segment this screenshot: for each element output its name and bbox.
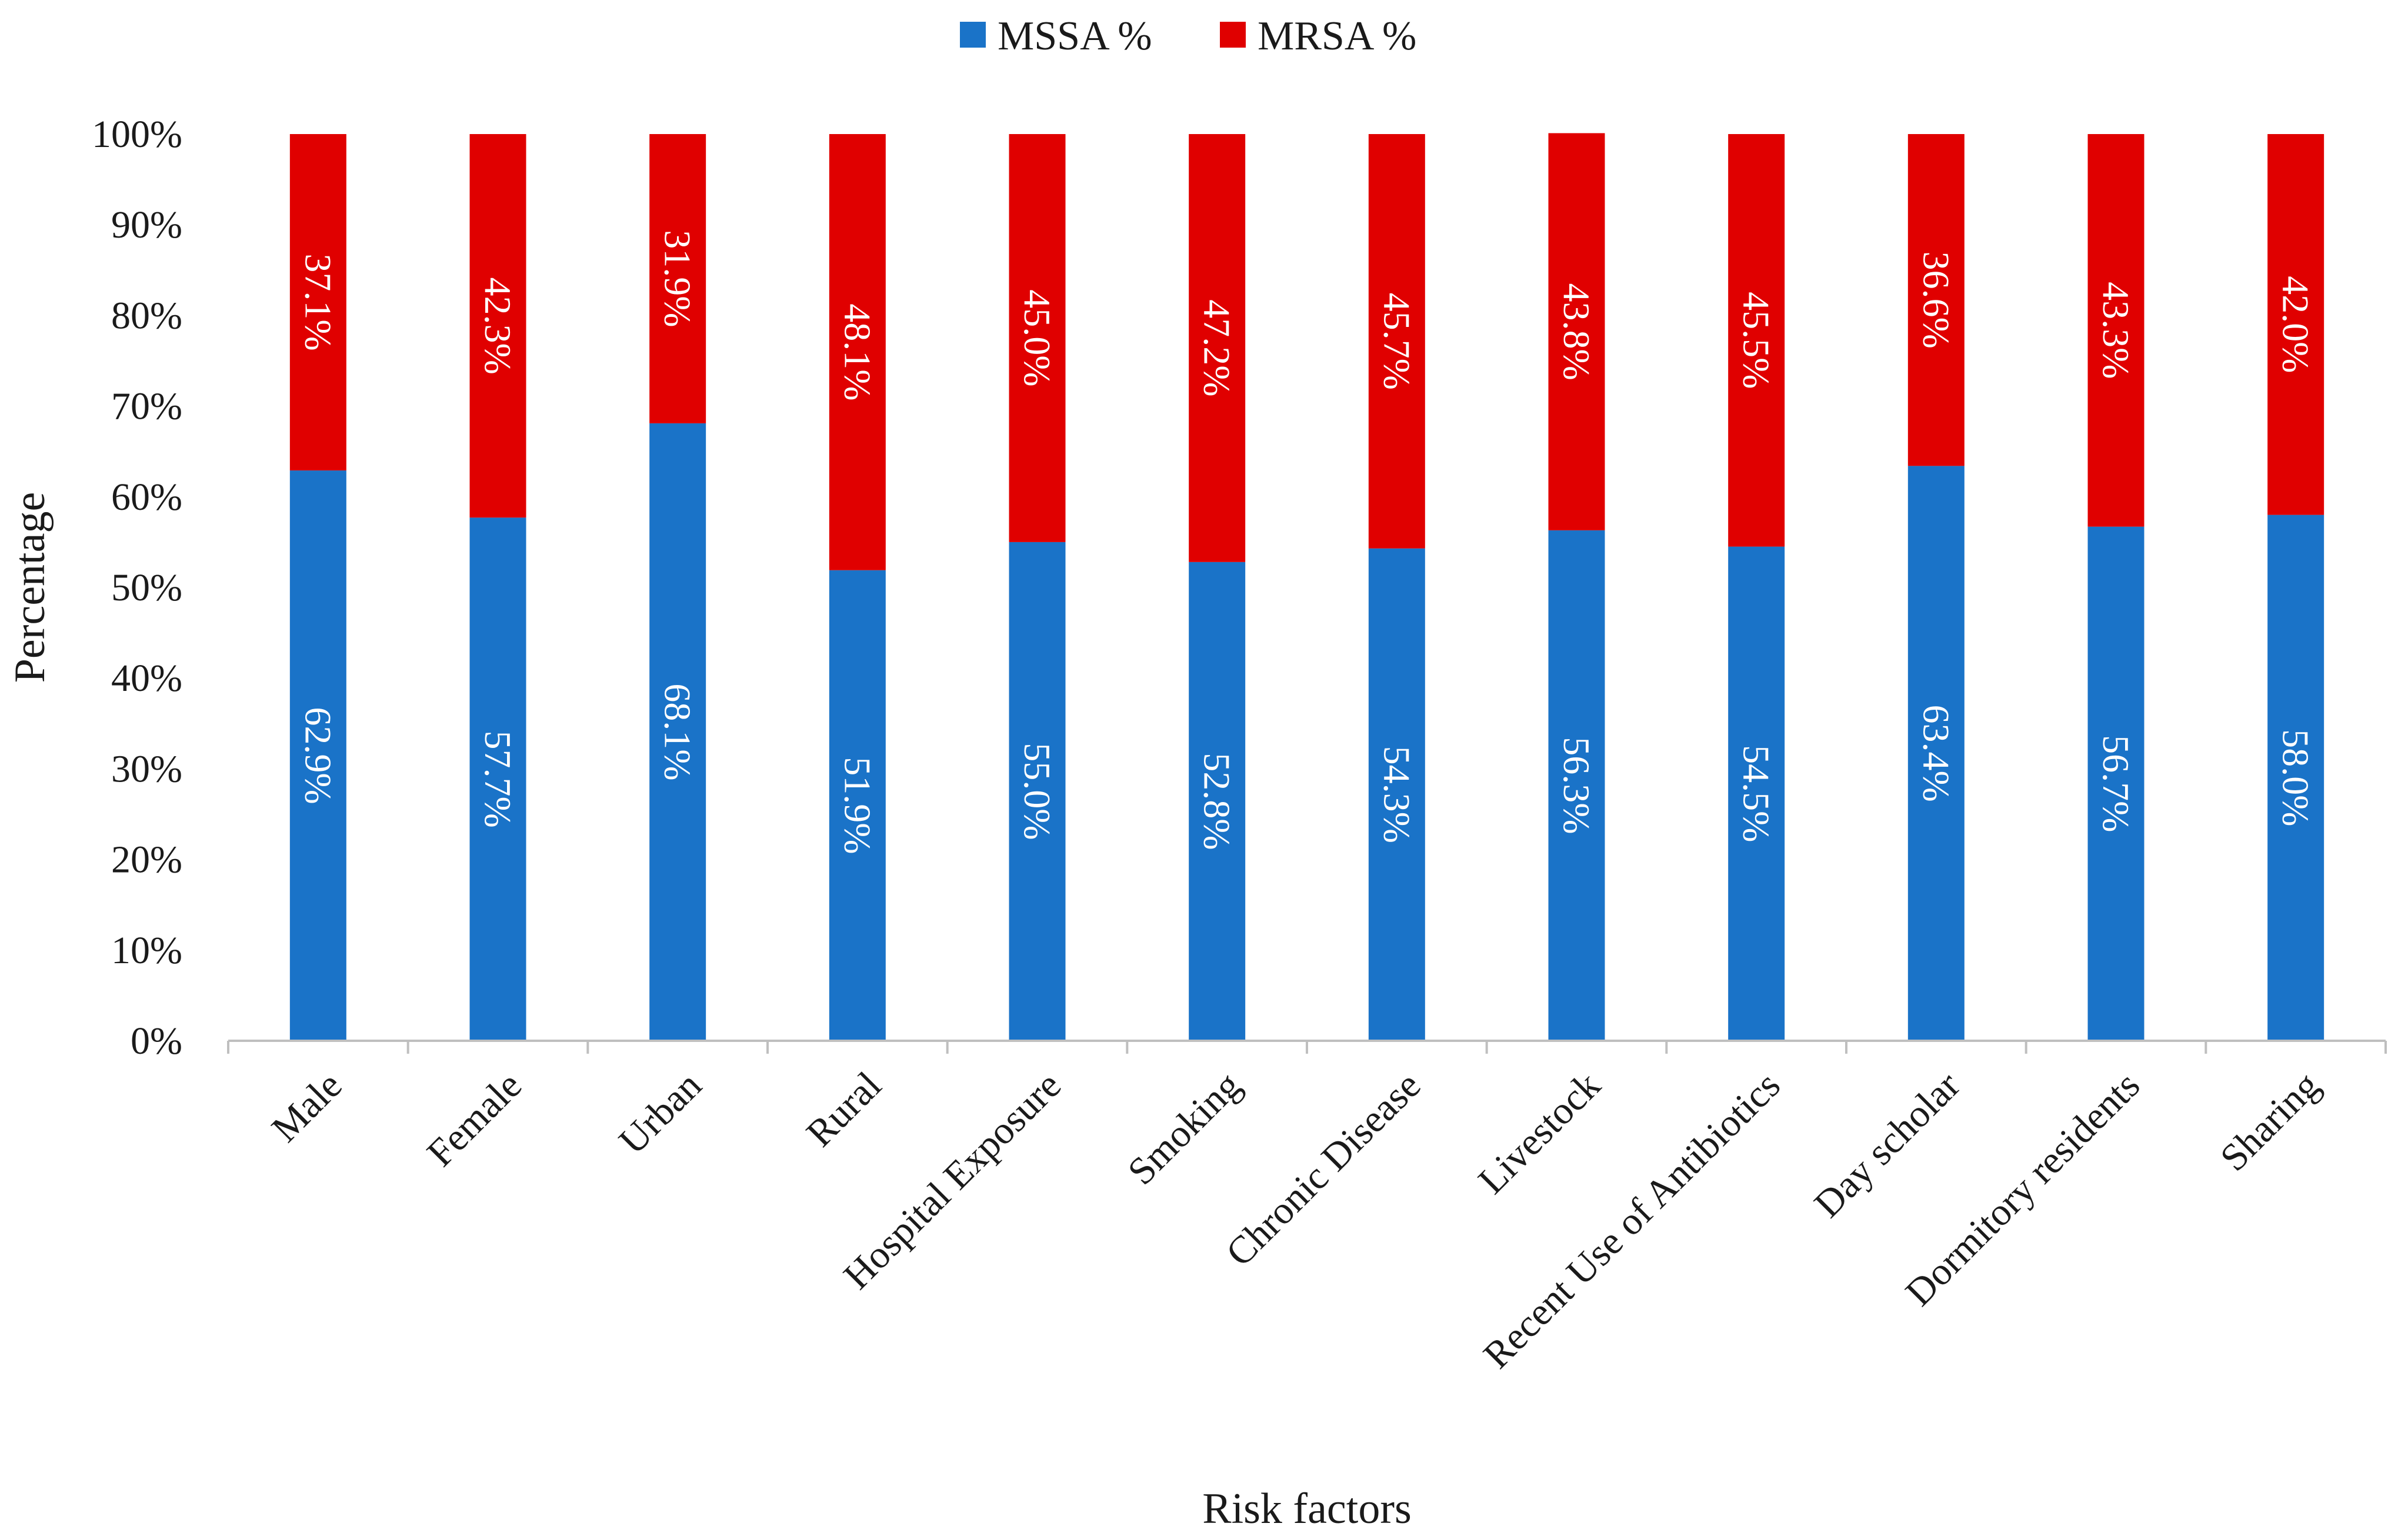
- x-category-label: Chronic Disease: [1218, 1064, 1429, 1275]
- data-label-mrsa: 42.0%: [2275, 276, 2317, 373]
- y-tick-label: 80%: [111, 294, 182, 337]
- y-tick-label: 90%: [111, 203, 182, 246]
- legend-swatch-mrsa: [1220, 22, 1246, 48]
- data-label-mssa: 52.8%: [1196, 753, 1238, 850]
- bar-segment-mssa: [1368, 548, 1425, 1041]
- x-category-label: Recent Use of Antibiotics: [1475, 1064, 1788, 1377]
- y-tick-label: 70%: [111, 385, 182, 428]
- bar-segment-mrsa: [1189, 134, 1246, 562]
- bar-segment-mssa: [649, 423, 706, 1041]
- x-category-label: Smoking: [1120, 1064, 1249, 1193]
- data-label-mrsa: 36.6%: [1915, 252, 1957, 349]
- y-axis-ticks: 0% 10% 20% 30% 40% 50% 60% 70% 80% 90% 100%: [92, 113, 182, 1063]
- bar-segment-mrsa: [829, 134, 886, 570]
- bar-segment-mssa: [1548, 530, 1605, 1041]
- y-tick-label: 40%: [111, 657, 182, 700]
- bar-segment-mrsa: [289, 134, 346, 471]
- legend-swatch-mssa: [960, 22, 986, 48]
- bar-segment-mssa: [2087, 526, 2144, 1041]
- y-tick-label: 0%: [131, 1020, 182, 1063]
- bar-segment-mrsa: [2267, 134, 2324, 515]
- bar-segment-mssa: [1728, 546, 1785, 1041]
- y-axis-title: Percentage: [6, 492, 54, 683]
- data-label-mssa: 63.4%: [1915, 705, 1957, 802]
- bar-segment-mssa: [469, 517, 526, 1041]
- x-category-label: Male: [264, 1064, 351, 1151]
- y-tick-label: 10%: [111, 929, 182, 972]
- data-label-mrsa: 48.1%: [836, 303, 878, 400]
- bar-segment-mrsa: [1548, 133, 1605, 530]
- x-category-label: Female: [419, 1064, 530, 1175]
- x-axis-title: Risk factors: [1202, 1485, 1412, 1533]
- legend-label-mssa: MSSA %: [998, 14, 1152, 59]
- bar-segment-mrsa: [1009, 134, 1066, 542]
- bars: 62.9% 37.1% 57.7% 42.3% 68.1% 31.9% 51.9% 48.1%…: [289, 133, 2324, 1041]
- bar-segment-mrsa: [1907, 134, 1965, 466]
- legend-label-mrsa: MRSA %: [1258, 14, 1416, 59]
- y-tick-label: 50%: [111, 566, 182, 609]
- data-label-mssa: 54.5%: [1736, 745, 1777, 842]
- bar-segment-mssa: [829, 570, 886, 1041]
- bar-segment-mrsa: [469, 134, 526, 518]
- y-tick-label: 60%: [111, 476, 182, 519]
- data-label-mrsa: 43.3%: [2095, 282, 2137, 379]
- data-label-mrsa: 47.2%: [1196, 299, 1238, 396]
- data-label-mrsa: 45.5%: [1736, 292, 1777, 389]
- data-label-mssa: 51.9%: [836, 757, 878, 854]
- data-label-mssa: 55.0%: [1016, 743, 1058, 840]
- data-label-mrsa: 43.8%: [1556, 283, 1597, 380]
- data-label-mrsa: 31.9%: [657, 230, 699, 327]
- x-category-label: Day scholar: [1806, 1064, 1969, 1226]
- y-tick-label: 30%: [111, 747, 182, 790]
- bar-segment-mrsa: [1368, 134, 1425, 549]
- data-label-mssa: 58.0%: [2275, 729, 2317, 826]
- data-label-mssa: 56.3%: [1556, 737, 1597, 834]
- data-label-mrsa: 45.0%: [1016, 289, 1058, 386]
- data-label-mrsa: 37.1%: [297, 253, 339, 350]
- bar-segment-mrsa: [649, 134, 706, 423]
- x-category-label: Livestock: [1470, 1064, 1609, 1202]
- y-tick-label: 20%: [111, 839, 182, 881]
- bar-segment-mssa: [2267, 515, 2324, 1041]
- bar-segment-mssa: [1189, 562, 1246, 1041]
- bar-segment-mrsa: [1728, 134, 1785, 547]
- bar-segment-mssa: [289, 470, 346, 1041]
- x-category-label: Rural: [798, 1064, 889, 1155]
- data-label-mssa: 54.3%: [1376, 746, 1418, 843]
- x-axis: [227, 1040, 2387, 1054]
- data-label-mssa: 62.9%: [297, 707, 339, 804]
- data-label-mssa: 68.1%: [657, 683, 699, 780]
- x-category-label: Sharing: [2212, 1064, 2328, 1180]
- bar-segment-mrsa: [2087, 134, 2144, 527]
- y-tick-label: 100%: [92, 113, 182, 156]
- data-label-mssa: 56.7%: [2095, 735, 2137, 832]
- data-label-mssa: 57.7%: [477, 730, 519, 827]
- data-label-mrsa: 45.7%: [1376, 293, 1418, 390]
- bar-segment-mssa: [1009, 542, 1066, 1041]
- data-label-mrsa: 42.3%: [477, 277, 519, 374]
- bar-segment-mssa: [1907, 466, 1965, 1041]
- x-category-label: Urban: [611, 1064, 710, 1162]
- legend: MSSA % MRSA %: [960, 14, 1416, 59]
